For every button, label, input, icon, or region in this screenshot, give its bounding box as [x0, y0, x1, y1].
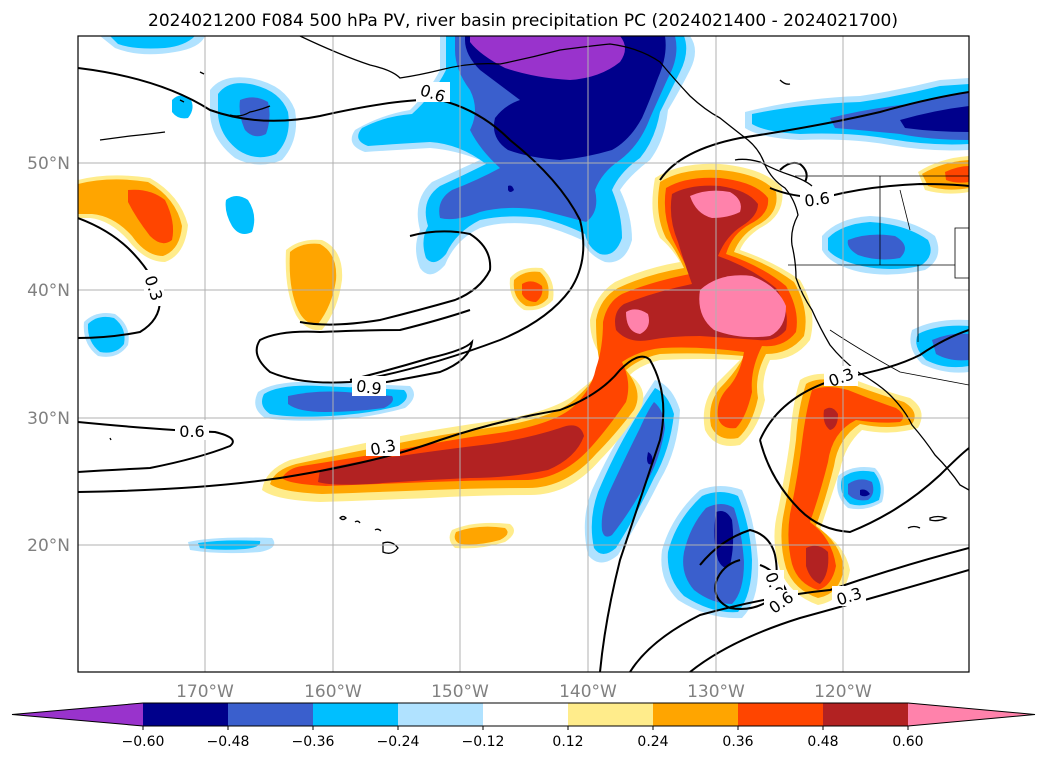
colorbar-tick-label: −0.36 — [292, 734, 335, 750]
lon-label: 130°W — [687, 682, 745, 702]
lon-label: 140°W — [559, 682, 617, 702]
political-borders — [788, 175, 969, 386]
gridlines — [78, 36, 969, 672]
contour-label: 0.6 — [803, 188, 831, 210]
colorbar-segment — [143, 703, 229, 726]
map-title: 2024021200 F084 500 hPa PV, river basin … — [148, 11, 898, 31]
contour-label: 0.6 — [179, 422, 204, 441]
colorbar-extend-max — [908, 703, 1035, 726]
contour-labels: 0.6 0.6 0.3 0.6 0.9 0.3 0.3 0.9 0.6 0.3 — [141, 81, 866, 617]
colorbar-tick-label: 0.12 — [552, 734, 583, 750]
colorbar-tick-label: −0.12 — [462, 734, 505, 750]
neg-region-small-175w — [172, 95, 193, 119]
colorbar-tick-label: 0.60 — [892, 734, 923, 750]
contour-label: 0.9 — [355, 376, 383, 398]
lon-label: 120°W — [814, 682, 872, 702]
colorbar-extend-min — [12, 703, 143, 726]
colorbar-tick-label: 0.24 — [637, 734, 668, 750]
colorbar-segment — [398, 703, 484, 726]
colorbar-tick-label: 0.48 — [807, 734, 838, 750]
lon-label: 150°W — [431, 682, 489, 702]
map-panel: 0.6 0.6 0.3 0.6 0.9 0.3 0.3 0.9 0.6 0.3 — [78, 36, 969, 672]
lon-label: 160°W — [304, 682, 362, 702]
lat-label: 30°N — [27, 409, 70, 429]
longitude-labels: 170°W 160°W 150°W 140°W 130°W 120°W — [176, 682, 872, 702]
colorbar-segment — [653, 703, 739, 726]
colorbar-segment — [228, 703, 314, 726]
positive-precip-anomalies — [78, 156, 969, 605]
colorbar-tick-label: −0.48 — [207, 734, 250, 750]
colorbar-segment — [823, 703, 909, 726]
colorbar-segment — [483, 703, 569, 726]
colorbar-tick-label: −0.24 — [377, 734, 420, 750]
map-frame — [77, 35, 970, 673]
latitude-labels: 50°N 40°N 30°N 20°N — [27, 154, 70, 556]
colorbar: −0.60 −0.48 −0.36 −0.24 −0.12 0.12 0.24 0.36 0.4… — [11, 702, 1036, 750]
colorbar-segment — [568, 703, 654, 726]
colorbar-segment — [738, 703, 824, 726]
lon-label: 170°W — [176, 682, 234, 702]
coastlines — [99, 36, 969, 554]
lat-label: 40°N — [27, 281, 70, 301]
lat-label: 50°N — [27, 154, 70, 174]
colorbar-tick-label: 0.36 — [722, 734, 753, 750]
colorbar-tick-label: −0.60 — [122, 734, 165, 750]
contour-label: 0.3 — [369, 436, 398, 460]
colorbar-segment — [313, 703, 399, 726]
lat-label: 20°N — [27, 536, 70, 556]
